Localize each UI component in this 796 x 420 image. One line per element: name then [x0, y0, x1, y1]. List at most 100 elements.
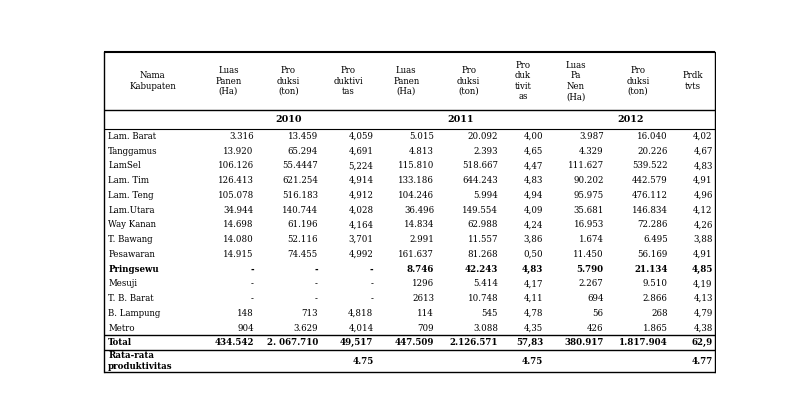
Text: Way Kanan: Way Kanan — [108, 220, 156, 229]
Text: 21.134: 21.134 — [634, 265, 668, 273]
Text: 62,9: 62,9 — [692, 339, 712, 347]
Text: 3.316: 3.316 — [229, 132, 254, 141]
Text: 380.917: 380.917 — [564, 339, 603, 347]
Text: Lam.Utara: Lam.Utara — [108, 205, 154, 215]
Text: Pro
duksi
(ton): Pro duksi (ton) — [626, 66, 650, 96]
Text: 5.414: 5.414 — [474, 279, 498, 288]
Text: 2.126.571: 2.126.571 — [450, 339, 498, 347]
Text: 4,35: 4,35 — [524, 323, 543, 333]
Text: 4.75: 4.75 — [522, 357, 543, 366]
Text: 516.183: 516.183 — [282, 191, 318, 200]
Text: 5.790: 5.790 — [576, 265, 603, 273]
Text: 133.186: 133.186 — [398, 176, 434, 185]
Text: 4,94: 4,94 — [524, 191, 543, 200]
Text: 10.748: 10.748 — [467, 294, 498, 303]
Text: 4,912: 4,912 — [349, 191, 373, 200]
Text: 545: 545 — [482, 309, 498, 318]
Text: 2.991: 2.991 — [409, 235, 434, 244]
Text: 56: 56 — [593, 309, 603, 318]
Text: LamSel: LamSel — [108, 161, 141, 170]
Text: 1.674: 1.674 — [579, 235, 603, 244]
Text: 1296: 1296 — [412, 279, 434, 288]
Text: 81.268: 81.268 — [467, 250, 498, 259]
Text: 13.920: 13.920 — [224, 147, 254, 155]
Text: 0,50: 0,50 — [524, 250, 543, 259]
Text: 694: 694 — [587, 294, 603, 303]
Text: B. Lampung: B. Lampung — [108, 309, 161, 318]
Text: 4,26: 4,26 — [693, 220, 712, 229]
Text: 4,13: 4,13 — [693, 294, 712, 303]
Text: 115.810: 115.810 — [398, 161, 434, 170]
Text: 140.744: 140.744 — [282, 205, 318, 215]
Text: 148: 148 — [237, 309, 254, 318]
Text: 904: 904 — [237, 323, 254, 333]
Text: Pro
duktivi
tas: Pro duktivi tas — [334, 66, 363, 96]
Text: 35.681: 35.681 — [573, 205, 603, 215]
Text: 4,85: 4,85 — [691, 265, 712, 273]
Text: Lam. Teng: Lam. Teng — [108, 191, 154, 200]
Text: 4,96: 4,96 — [693, 191, 712, 200]
Text: 2.866: 2.866 — [643, 294, 668, 303]
Text: Metro: Metro — [108, 323, 135, 333]
Text: 4,24: 4,24 — [524, 220, 543, 229]
Text: 3,701: 3,701 — [349, 235, 373, 244]
Text: 16.040: 16.040 — [637, 132, 668, 141]
Text: Mesuji: Mesuji — [108, 279, 137, 288]
Text: 5,224: 5,224 — [349, 161, 373, 170]
Text: 3,88: 3,88 — [693, 235, 712, 244]
Text: 5.015: 5.015 — [409, 132, 434, 141]
Text: 4.813: 4.813 — [409, 147, 434, 155]
Text: 4,79: 4,79 — [693, 309, 712, 318]
Text: 126.413: 126.413 — [218, 176, 254, 185]
Text: 95.975: 95.975 — [573, 191, 603, 200]
Text: 4,09: 4,09 — [524, 205, 543, 215]
Text: 518.667: 518.667 — [462, 161, 498, 170]
Text: 4,059: 4,059 — [349, 132, 373, 141]
Text: 55.4447: 55.4447 — [282, 161, 318, 170]
Text: 2012: 2012 — [617, 115, 644, 124]
Text: 4,19: 4,19 — [693, 279, 712, 288]
Text: 3.629: 3.629 — [293, 323, 318, 333]
Text: 442.579: 442.579 — [632, 176, 668, 185]
Text: 14.915: 14.915 — [223, 250, 254, 259]
Text: 4,691: 4,691 — [349, 147, 373, 155]
Text: Total: Total — [108, 339, 132, 347]
Text: 2011: 2011 — [447, 115, 474, 124]
Text: -: - — [371, 294, 373, 303]
Text: 36.496: 36.496 — [404, 205, 434, 215]
Text: 14.080: 14.080 — [223, 235, 254, 244]
Text: 3.088: 3.088 — [473, 323, 498, 333]
Text: 4,83: 4,83 — [524, 176, 543, 185]
Text: Pro
duksi
(ton): Pro duksi (ton) — [457, 66, 480, 96]
Text: 4,914: 4,914 — [349, 176, 373, 185]
Text: 4,91: 4,91 — [693, 250, 712, 259]
Text: Pro
duksi
(ton): Pro duksi (ton) — [277, 66, 300, 96]
Text: -: - — [315, 294, 318, 303]
Text: 161.637: 161.637 — [398, 250, 434, 259]
Text: Luas
Panen
(Ha): Luas Panen (Ha) — [393, 66, 419, 96]
Text: 4,02: 4,02 — [693, 132, 712, 141]
Text: 426: 426 — [587, 323, 603, 333]
Text: 4,17: 4,17 — [524, 279, 543, 288]
Text: 52.116: 52.116 — [287, 235, 318, 244]
Text: 4,818: 4,818 — [348, 309, 373, 318]
Text: -: - — [371, 279, 373, 288]
Text: 4,12: 4,12 — [693, 205, 712, 215]
Text: 4,67: 4,67 — [693, 147, 712, 155]
Text: 20.226: 20.226 — [638, 147, 668, 155]
Text: 4,83: 4,83 — [693, 161, 712, 170]
Text: 4,78: 4,78 — [524, 309, 543, 318]
Text: T. Bawang: T. Bawang — [108, 235, 153, 244]
Text: Pesawaran: Pesawaran — [108, 250, 155, 259]
Text: 4,028: 4,028 — [349, 205, 373, 215]
Text: 4,83: 4,83 — [521, 265, 543, 273]
Text: 539.522: 539.522 — [632, 161, 668, 170]
Text: 644.243: 644.243 — [462, 176, 498, 185]
Text: 4,38: 4,38 — [693, 323, 712, 333]
Text: 42.243: 42.243 — [465, 265, 498, 273]
Text: 4,00: 4,00 — [524, 132, 543, 141]
Text: 4,65: 4,65 — [524, 147, 543, 155]
Text: 2.393: 2.393 — [474, 147, 498, 155]
Text: 49,517: 49,517 — [340, 339, 373, 347]
Text: 2613: 2613 — [412, 294, 434, 303]
